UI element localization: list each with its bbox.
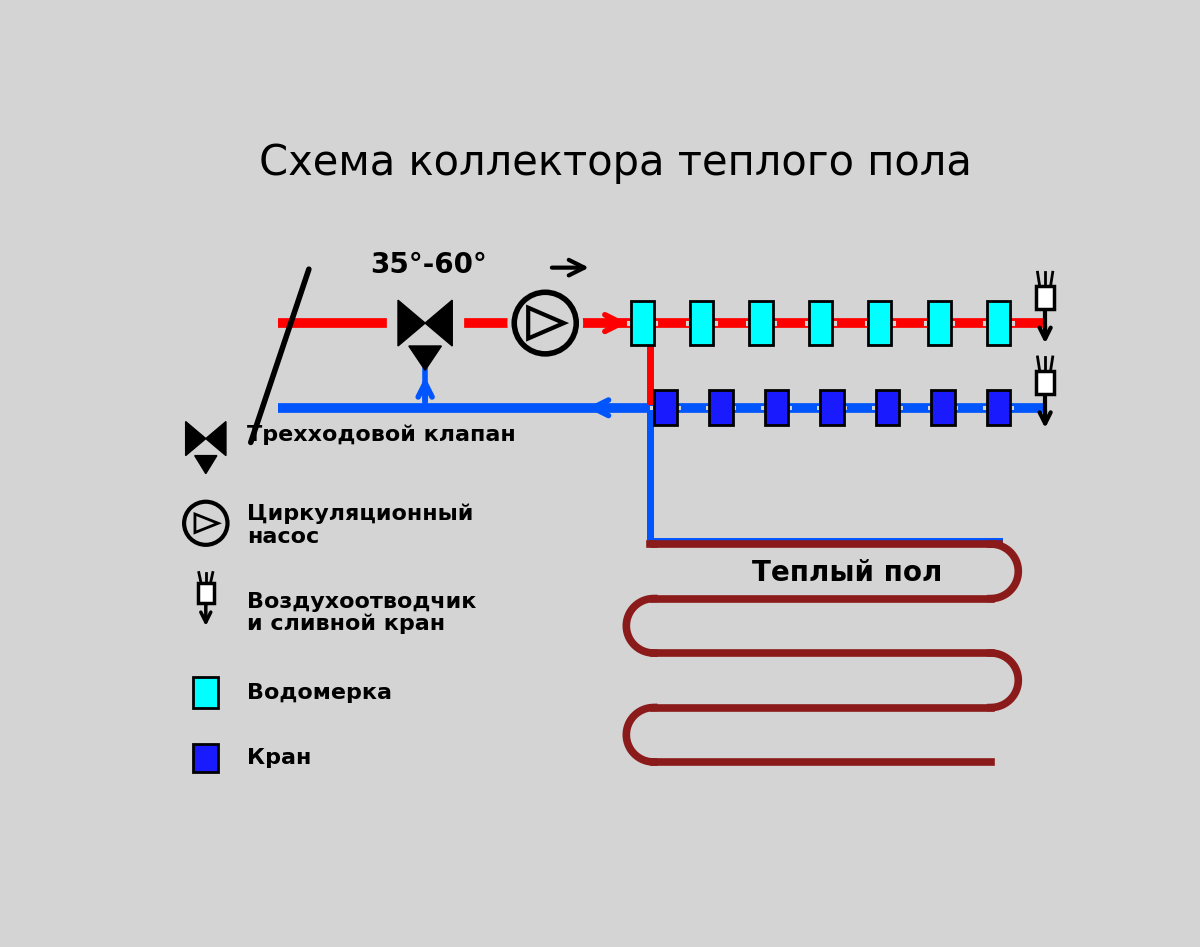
Text: Циркуляционный: Циркуляционный [247, 504, 473, 525]
Bar [193, 677, 218, 708]
Bar [876, 390, 899, 425]
Bar [986, 301, 1010, 346]
Bar [630, 301, 654, 346]
Text: 35°-60°: 35°-60° [371, 251, 487, 279]
Bar [764, 390, 788, 425]
Text: Воздухоотводчик: Воздухоотводчик [247, 592, 476, 612]
Text: Кран: Кран [247, 748, 311, 768]
Bar [809, 301, 832, 346]
Circle shape [508, 286, 582, 360]
Bar [928, 301, 950, 346]
Bar [986, 390, 1010, 425]
Polygon shape [206, 421, 226, 456]
Bar [749, 301, 773, 346]
Polygon shape [425, 300, 452, 346]
Polygon shape [409, 346, 442, 370]
Bar [868, 301, 892, 346]
Text: Теплый пол: Теплый пол [752, 560, 943, 587]
Text: насос: насос [247, 527, 319, 547]
Bar [690, 301, 713, 346]
Bar [821, 390, 844, 425]
Polygon shape [194, 456, 217, 474]
Text: Трехходовой клапан: Трехходовой клапан [247, 424, 516, 445]
Text: Схема коллектора теплого пола: Схема коллектора теплого пола [258, 142, 972, 184]
Bar [198, 583, 214, 602]
Text: Водомерка: Водомерка [247, 683, 392, 703]
Bar [1036, 286, 1055, 310]
Polygon shape [186, 421, 206, 456]
Text: и сливной кран: и сливной кран [247, 614, 445, 634]
Bar [931, 390, 955, 425]
Bar [1036, 371, 1055, 394]
Bar [193, 744, 218, 772]
Polygon shape [398, 300, 425, 346]
Bar [709, 390, 732, 425]
Bar [654, 390, 677, 425]
